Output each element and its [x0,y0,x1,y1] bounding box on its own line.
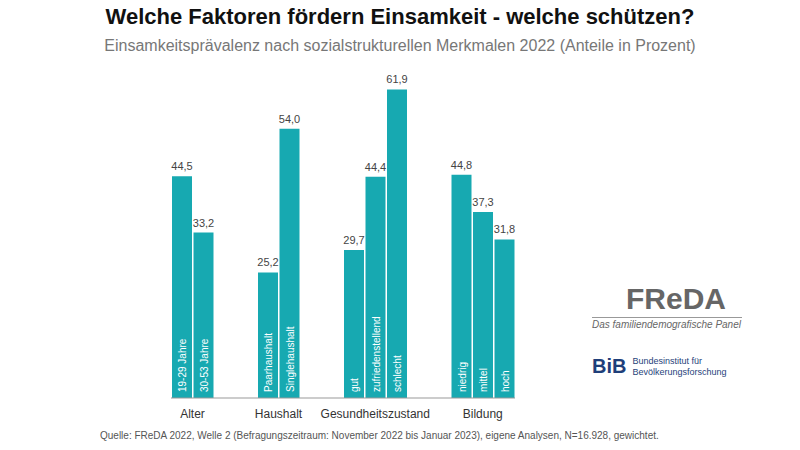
svg-text:schlecht: schlecht [392,355,403,392]
html-text:Welche Faktoren fördern Einsam: Welche Faktoren fördern Einsamkeit - wel… [105,4,695,29]
html-text:Bevölkerungsforschung: Bevölkerungsforschung [632,366,727,377]
html-text:Das familiendemografische Pane: Das familiendemografische Panel [592,319,741,330]
html-text:Quelle: FReDA 2022, Welle 2 (B: Quelle: FReDA 2022, Welle 2 (Befragungsz… [100,430,659,441]
svg-text:33,2: 33,2 [193,217,214,229]
html-text:FReDA: FReDA [626,282,726,315]
svg-text:31,8: 31,8 [494,223,515,235]
html-text:BiB Bundesinstitut für: BiB Bundesinstitut für [592,355,702,377]
svg-text:44,5: 44,5 [171,160,192,172]
svg-text:Gesundheitszustand: Gesundheitszustand [321,407,430,421]
svg-text:19-29 Jahre: 19-29 Jahre [177,338,188,392]
svg-text:Paarhaushalt: Paarhaushalt [263,333,274,392]
svg-text:29,7: 29,7 [343,234,364,246]
svg-text:Bildung: Bildung [463,407,503,421]
svg-text:37,3: 37,3 [472,196,493,208]
svg-text:Singlehaushalt: Singlehaushalt [285,326,296,392]
svg-text:54,0: 54,0 [279,113,300,125]
svg-text:hoch: hoch [500,370,511,392]
svg-text:61,9: 61,9 [386,73,407,85]
svg-text:44,8: 44,8 [451,159,472,171]
svg-text:mittel: mittel [478,368,489,392]
svg-text:25,2: 25,2 [257,256,278,268]
svg-text:44,4: 44,4 [365,161,386,173]
svg-text:gut: gut [349,378,360,392]
svg-text:zufriedenstellend: zufriedenstellend [371,316,382,392]
html-text:Einsamkeitsprävalenz nach sozi: Einsamkeitsprävalenz nach sozialstruktur… [104,37,696,54]
svg-text:niedrig: niedrig [457,362,468,392]
svg-text:Alter: Alter [180,407,205,421]
svg-text:30-53 Jahre: 30-53 Jahre [199,338,210,392]
svg-text:Haushalt: Haushalt [255,407,303,421]
